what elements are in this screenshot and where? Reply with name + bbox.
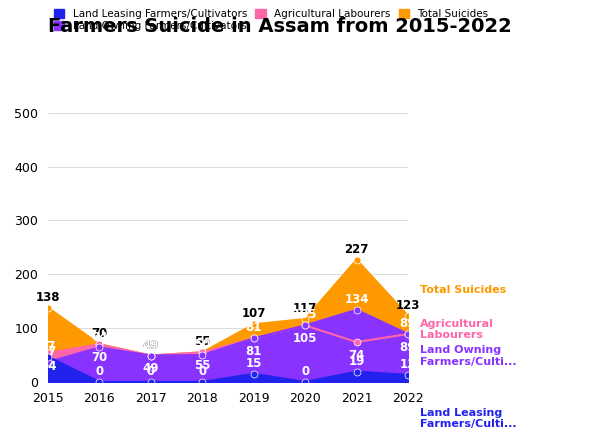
Text: 0: 0 [198, 365, 206, 378]
Text: 134: 134 [344, 293, 369, 306]
Text: 227: 227 [344, 243, 369, 256]
Text: 15: 15 [245, 357, 262, 370]
Text: 55: 55 [194, 335, 211, 349]
Text: 89: 89 [400, 341, 416, 354]
Text: 50: 50 [194, 338, 211, 351]
Text: 123: 123 [396, 299, 420, 312]
Text: 19: 19 [349, 355, 365, 368]
Text: Total Suicides: Total Suicides [420, 285, 506, 295]
Text: 49: 49 [143, 339, 159, 352]
Text: 105: 105 [293, 309, 317, 322]
Text: 70: 70 [91, 351, 107, 364]
Text: 55: 55 [194, 359, 211, 372]
Text: 0: 0 [147, 365, 155, 378]
Text: 47: 47 [40, 340, 56, 353]
Text: 49: 49 [143, 362, 159, 375]
Text: 138: 138 [36, 291, 60, 304]
Text: 117: 117 [293, 302, 317, 315]
Text: 107: 107 [242, 307, 266, 320]
Text: 49: 49 [143, 339, 159, 352]
Text: Land Owning
Farmers/Culti...: Land Owning Farmers/Culti... [420, 345, 517, 367]
Text: 0: 0 [95, 365, 103, 378]
Text: 105: 105 [293, 332, 317, 345]
Text: 70: 70 [91, 327, 107, 340]
Legend: Land Leasing Farmers/Cultivators, Land Owning Farmers/Cultivators, Agricultural : Land Leasing Farmers/Cultivators, Land O… [50, 5, 493, 36]
Text: 81: 81 [245, 345, 262, 358]
Text: Agricultural
Labourers: Agricultural Labourers [420, 319, 494, 341]
Text: Land Leasing
Farmers/Culti...: Land Leasing Farmers/Culti... [420, 408, 517, 429]
Text: 81: 81 [245, 322, 262, 334]
Text: 13: 13 [400, 358, 416, 371]
Text: 54: 54 [40, 359, 56, 372]
Text: Farmers Suicide in Assam from 2015-2022: Farmers Suicide in Assam from 2015-2022 [48, 17, 512, 36]
Text: 74: 74 [349, 349, 365, 362]
Text: 64: 64 [91, 331, 107, 344]
Text: 37: 37 [40, 345, 56, 358]
Text: 89: 89 [400, 317, 416, 330]
Text: 0: 0 [301, 365, 309, 378]
